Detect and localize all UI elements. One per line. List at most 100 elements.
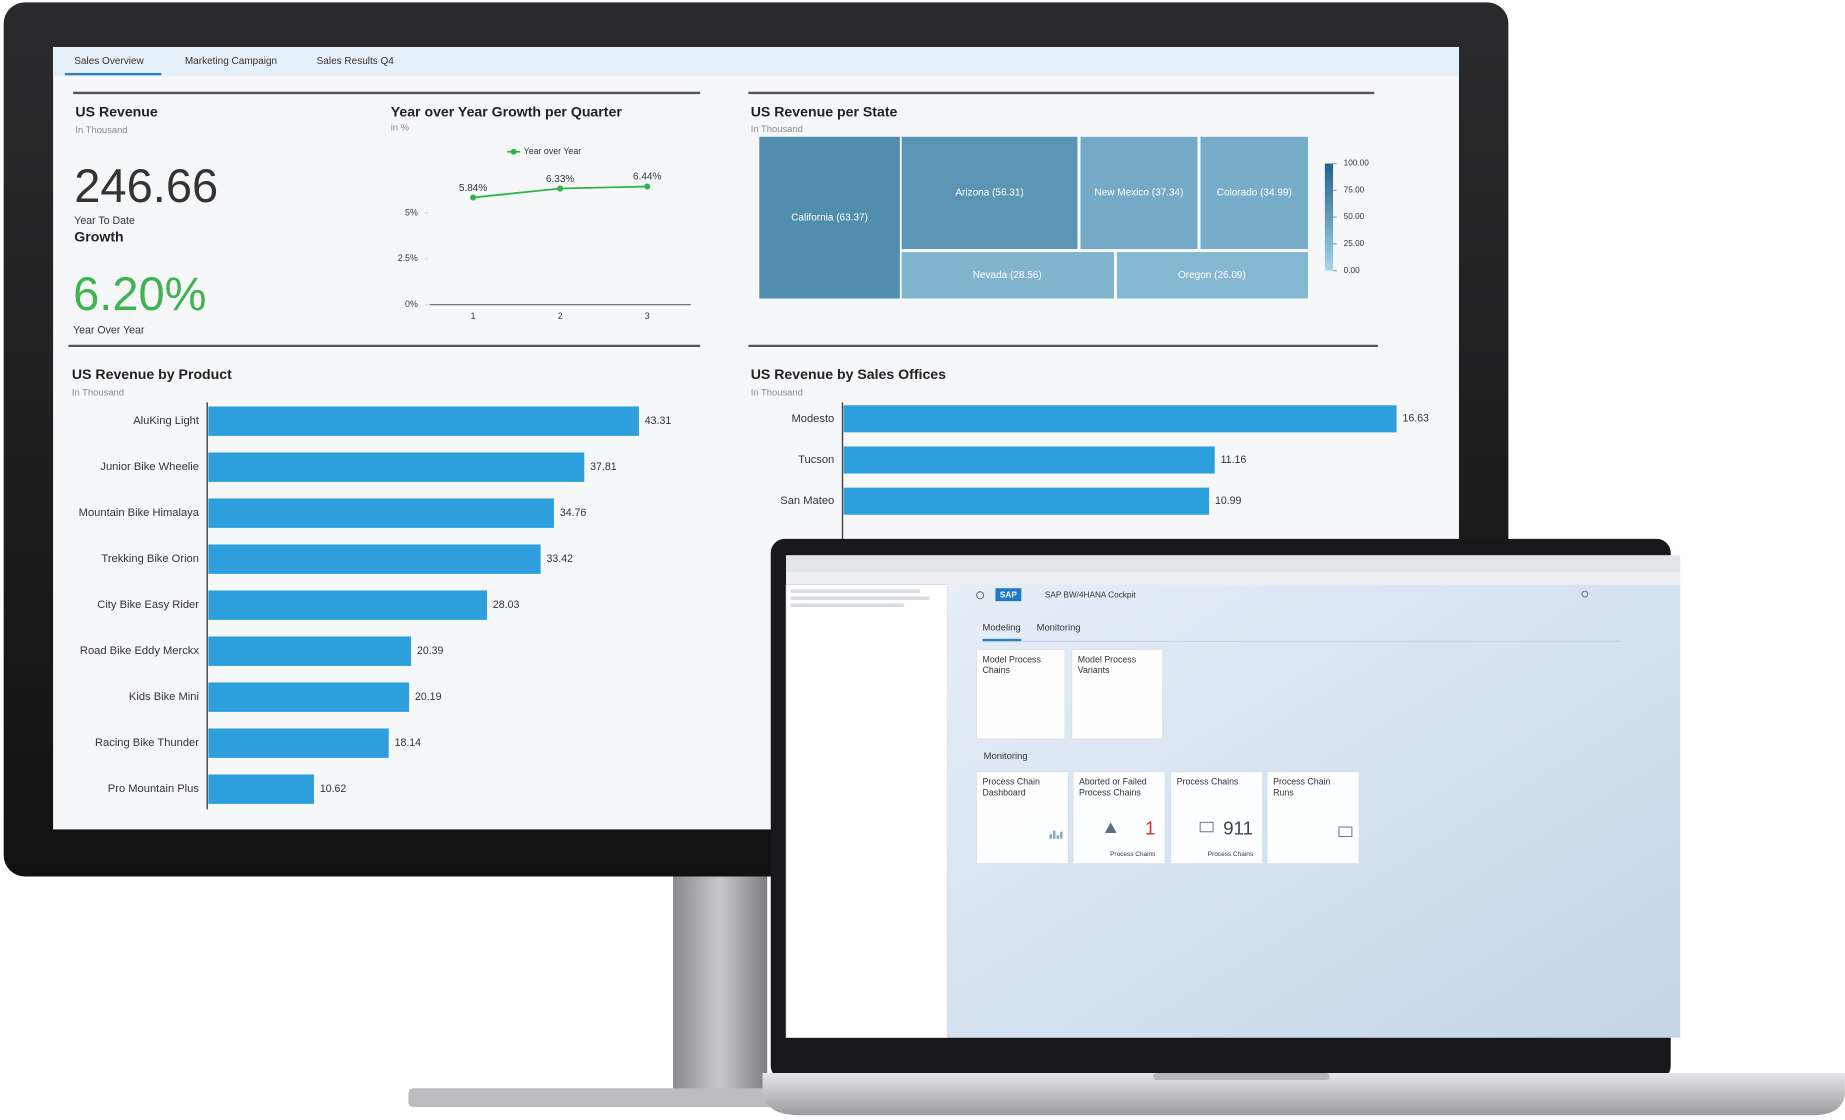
tree-item: [790, 589, 921, 593]
category-label: Kids Bike Mini: [129, 691, 199, 703]
value-label: 34.76: [560, 507, 587, 519]
tile[interactable]: [1266, 771, 1360, 864]
chart-subtitle: In Thousand: [751, 386, 803, 397]
section-title: Monitoring: [984, 750, 1028, 761]
scale-label: 0.00: [1344, 266, 1360, 275]
tile[interactable]: [976, 649, 1066, 740]
kpi-subtitle: In Thousand: [75, 124, 127, 135]
treemap-cell: [1079, 136, 1199, 250]
tile-title-box: Aborted or Failed Process Chains: [1078, 776, 1147, 798]
cockpit-tab[interactable]: Monitoring: [1037, 622, 1081, 633]
value-label: 43.31: [645, 415, 672, 427]
tile-title: Process Chain Dashboard: [982, 776, 1040, 798]
monitor-icon: [1199, 821, 1214, 833]
bar: [208, 498, 554, 528]
laptop-base: [762, 1072, 1845, 1116]
chart-title: US Revenue by Sales Offices: [751, 366, 946, 382]
laptop-notch: [1153, 1072, 1330, 1080]
value-label: 28.03: [493, 599, 520, 611]
treemap-label: Arizona (56.31): [955, 188, 1023, 199]
navigator-panel: [785, 584, 948, 1038]
value-label: 37.81: [590, 461, 617, 473]
tile[interactable]: [1170, 771, 1263, 864]
x-tick-label: 3: [645, 311, 650, 321]
scale-label: 25.00: [1344, 239, 1365, 248]
value-label: 33.42: [546, 553, 573, 565]
legend-label: Year over Year: [524, 146, 582, 156]
x-tick-label: 1: [471, 311, 476, 321]
category-label: Trekking Bike Orion: [101, 553, 199, 565]
tile[interactable]: [976, 771, 1069, 864]
bar: [843, 446, 1215, 474]
user-icon[interactable]: [976, 591, 985, 600]
bar: [208, 544, 541, 574]
treemap-label: New Mexico (37.34): [1095, 188, 1184, 199]
scale-label: 50.00: [1344, 212, 1365, 221]
category-label: Road Bike Eddy Merckx: [80, 645, 199, 657]
category-label: San Mateo: [780, 495, 834, 507]
tile-title-box: Process Chain Dashboard: [982, 776, 1040, 798]
kpi-caption: Year Over Year: [73, 324, 145, 336]
tile-unit: Process Chains: [1110, 851, 1155, 858]
tabs: Sales Overview Marketing Campaign Sales Re…: [74, 56, 394, 67]
chart-subtitle: In Thousand: [72, 386, 124, 397]
category-label: City Bike Easy Rider: [97, 599, 199, 611]
tree-item: [790, 596, 930, 600]
bar: [843, 487, 1210, 515]
treemap-cell: [1199, 136, 1309, 250]
growth-chart: 0% 2.5% 5% 1 5.84% 2 6.33% 3 6.44% Year over Year: [398, 146, 691, 321]
point: [470, 194, 477, 201]
bar: [843, 405, 1397, 433]
chart-icon: [1056, 835, 1059, 839]
treemap-cell: [901, 136, 1079, 250]
tab[interactable]: Sales Results Q4: [317, 56, 395, 67]
tile[interactable]: [1072, 771, 1166, 864]
tab[interactable]: Marketing Campaign: [185, 56, 277, 67]
y-tick-label: 2.5%: [398, 253, 418, 263]
legend-marker: [510, 148, 517, 155]
menu-bar: [786, 555, 1681, 572]
tile-count: 911: [1223, 817, 1253, 838]
app-title: SAP BW/4HANA Cockpit: [1045, 590, 1136, 599]
toolbar: [786, 571, 1681, 585]
product-bar-chart: AluKing Light 43.31 Junior Bike Wheelie 37.…: [79, 402, 672, 810]
tile-count: 1: [1145, 817, 1155, 838]
category-label: Tucson: [798, 454, 834, 466]
category-label: Racing Bike Thunder: [95, 737, 199, 749]
chart-title: Year over Year Growth per Quarter: [391, 104, 623, 120]
treemap-cell: [901, 251, 1115, 300]
category-label: Modesto: [791, 413, 834, 425]
bar: [208, 590, 488, 620]
tile-title: Aborted or Failed Process Chains: [1078, 776, 1147, 798]
tile-title-box: Model Process Variants: [1078, 654, 1136, 675]
value-label: 18.14: [395, 737, 422, 749]
chart-icon: [1053, 830, 1056, 839]
cockpit-tab[interactable]: Modeling: [983, 622, 1021, 633]
y-tick-label: 5%: [405, 207, 418, 217]
category-label: AluKing Light: [133, 415, 200, 427]
kpi-value: 246.66: [74, 159, 218, 212]
chart-title: US Revenue per State: [751, 104, 898, 120]
search-icon[interactable]: [1581, 590, 1589, 598]
point: [644, 183, 651, 190]
tile[interactable]: [1071, 649, 1163, 740]
treemap-cell: [758, 136, 901, 300]
value-label: 6.33%: [546, 174, 574, 185]
tab[interactable]: Sales Overview: [74, 56, 144, 67]
category-label: Mountain Bike Himalaya: [79, 507, 200, 519]
value-label: 20.19: [415, 691, 442, 703]
kpi-title: US Revenue: [75, 104, 157, 120]
value-label: 20.39: [417, 645, 444, 657]
logo-badge: [995, 588, 1022, 602]
active-tab-indicator: [64, 72, 162, 76]
bar: [208, 636, 412, 666]
chart-subtitle: in %: [391, 122, 410, 133]
monitor-icon: [1338, 826, 1353, 837]
tile-title-box: Process Chain Runs: [1273, 776, 1330, 797]
logo: SAP: [1000, 590, 1017, 599]
bar: [208, 452, 585, 482]
monitor-base: [408, 1088, 785, 1108]
bar: [208, 406, 639, 436]
value-label: 10.62: [320, 783, 347, 795]
